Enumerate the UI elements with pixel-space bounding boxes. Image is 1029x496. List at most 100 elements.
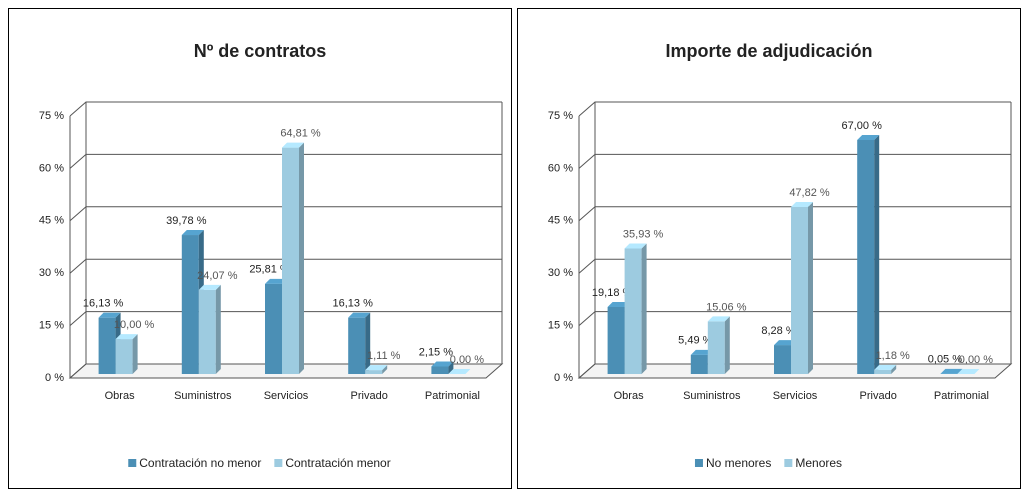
data-label: 0,05 %: [928, 354, 962, 366]
data-label: 0,00 %: [959, 354, 993, 366]
legend-label: Menores: [795, 456, 842, 470]
legend-swatch: [694, 459, 703, 467]
y-tick-label: 60 %: [39, 162, 64, 174]
legend-swatch: [784, 459, 793, 467]
bar-front: [857, 139, 875, 374]
data-label: 16,13 %: [333, 298, 374, 310]
data-label: 5,49 %: [678, 335, 712, 347]
y-tick-label: 75 %: [548, 110, 573, 122]
bar-top: [265, 278, 287, 284]
grid-line: [69, 153, 502, 169]
chart-title: Nº de contratos: [194, 41, 327, 61]
bar: [940, 368, 963, 374]
x-tick-label: Patrimonial: [934, 390, 989, 402]
bar-front: [282, 147, 299, 374]
y-tick-label: 30 %: [39, 267, 64, 279]
bar: [707, 316, 730, 374]
bar-front: [365, 370, 383, 374]
x-tick-label: Suministros: [683, 390, 741, 402]
bar-top: [431, 361, 454, 367]
legend-swatch: [274, 459, 283, 467]
data-label: 1,11 %: [367, 350, 401, 362]
data-label: 19,18 %: [592, 287, 633, 299]
bar-front: [348, 317, 366, 374]
grid-line: [69, 206, 502, 222]
bar-side: [382, 365, 388, 374]
bar-side: [808, 201, 813, 374]
data-label: 2,15 %: [419, 346, 453, 358]
bar: [115, 334, 138, 374]
bar: [624, 243, 647, 374]
bar-front: [707, 321, 725, 374]
x-tick-label: Privado: [860, 390, 897, 402]
bar-side: [641, 243, 647, 374]
bar: [448, 369, 471, 374]
bar-top: [98, 312, 121, 318]
bar-top: [282, 142, 304, 148]
bar: [957, 369, 980, 374]
legend-swatch: [128, 459, 137, 467]
bar-front: [431, 366, 449, 374]
bar: [282, 142, 304, 374]
bar: [791, 201, 813, 374]
legend-label: No menores: [706, 456, 771, 470]
bar-top: [874, 364, 897, 370]
bar: [348, 312, 371, 374]
chart-border: [517, 8, 1021, 489]
data-label: 15,06 %: [706, 301, 747, 313]
x-tick-label: Servicios: [773, 390, 818, 402]
bar-side: [215, 284, 221, 374]
x-tick-label: Patrimonial: [425, 390, 480, 402]
bar-side: [874, 134, 880, 374]
bar-side: [448, 361, 454, 374]
bar-front: [265, 283, 282, 374]
data-label: 67,00 %: [842, 120, 883, 132]
bar-top: [857, 134, 880, 140]
data-label: 24,07 %: [197, 270, 238, 282]
data-label: 25,81 %: [249, 264, 290, 276]
bar-top: [115, 334, 138, 340]
bar-side: [891, 364, 897, 374]
y-tick-label: 30 %: [548, 267, 573, 279]
bar-front: [690, 354, 708, 374]
chart: Nº de contratos 0 % 15 % 30 % 45 % 60 % 75 % Ob…: [8, 8, 512, 489]
bar-top: [940, 368, 963, 374]
data-label: 64,81 %: [280, 128, 321, 140]
y-tick-label: 15 %: [548, 320, 573, 332]
y-tick-label: 15 %: [39, 320, 64, 332]
legend-label: Contratación menor: [285, 456, 390, 470]
data-label: 8,28 %: [761, 325, 795, 337]
bar-top: [957, 369, 980, 374]
grid-line: [69, 311, 502, 326]
y-tick-label: 45 %: [548, 215, 573, 227]
legend-label: Contratación no menor: [139, 456, 261, 470]
data-label: 39,78 %: [166, 215, 207, 227]
bar-top: [181, 230, 204, 236]
data-label: 10,00 %: [114, 319, 155, 331]
bar-top: [690, 349, 713, 355]
chart: Importe de adjudicación 0 % 15 % 30 % 45 % 60…: [517, 8, 1021, 489]
bar: [198, 284, 221, 374]
bar-side: [957, 368, 963, 374]
bar-front: [115, 339, 133, 374]
data-label: 0,00 %: [450, 354, 484, 366]
bar-front: [198, 289, 216, 374]
bar: [857, 134, 880, 374]
bar-side: [365, 312, 371, 374]
x-tick-label: Privado: [351, 390, 388, 402]
x-tick-label: Obras: [105, 390, 135, 402]
bar-top: [707, 316, 730, 322]
bar-side: [299, 142, 304, 374]
bar-side: [132, 334, 138, 374]
bar-side: [724, 316, 730, 374]
bar-top: [448, 369, 471, 374]
x-tick-label: Servicios: [264, 390, 309, 402]
bar: [874, 364, 897, 374]
bar-top: [774, 340, 796, 346]
bar-front: [791, 206, 808, 374]
bar-front: [874, 369, 892, 374]
y-tick-label: 0 %: [554, 372, 573, 384]
x-tick-label: Suministros: [174, 390, 232, 402]
bar-front: [607, 306, 625, 374]
